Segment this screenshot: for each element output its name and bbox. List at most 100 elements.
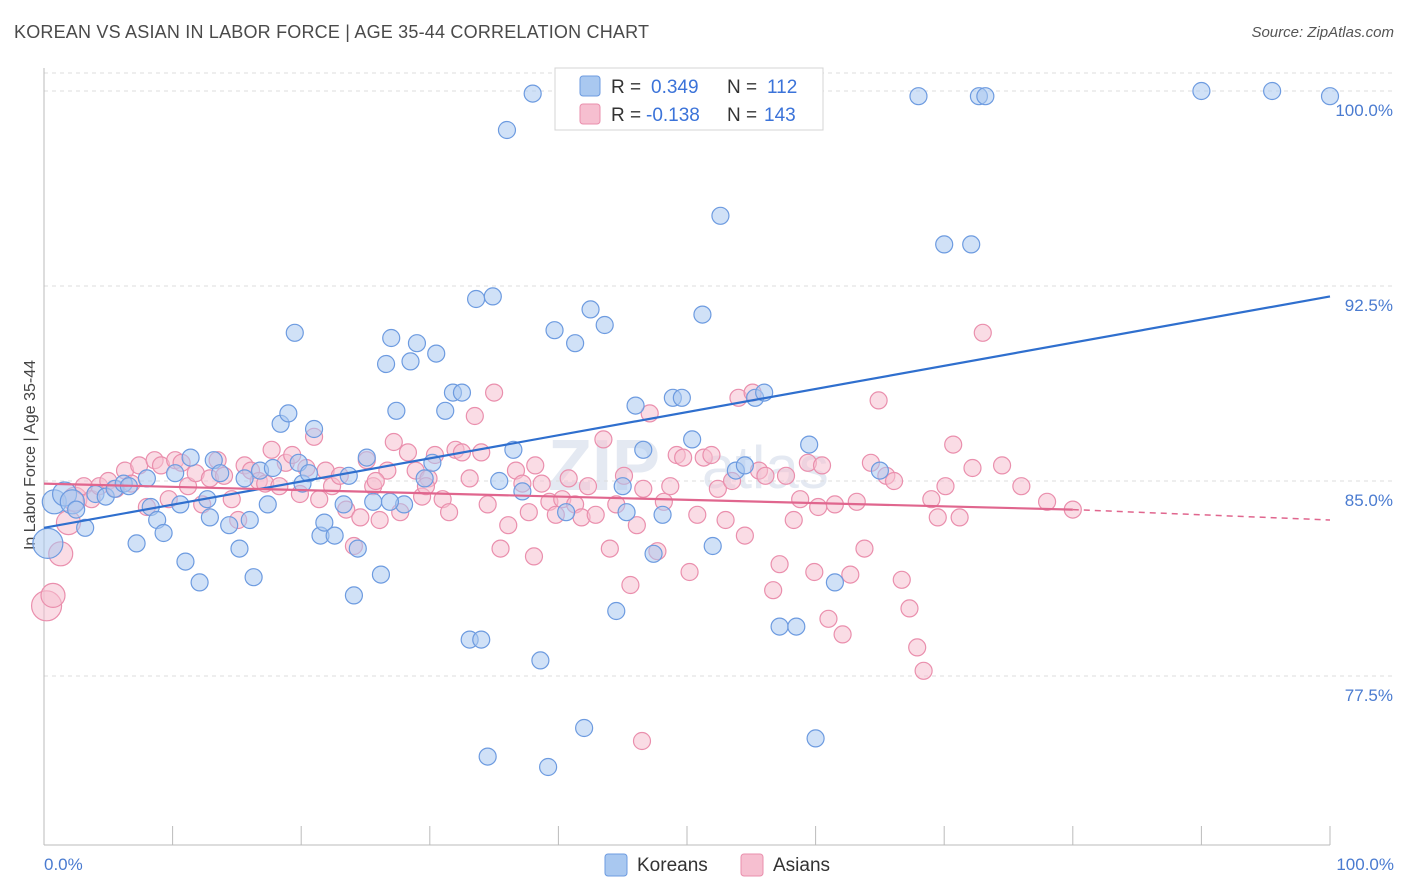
y-axis-label: In Labor Force | Age 35-44 [22, 360, 39, 550]
koreans-point [181, 448, 200, 467]
asians-point [632, 731, 652, 751]
koreans-point [452, 383, 472, 402]
asians-point [465, 406, 484, 426]
asians-point [460, 469, 479, 488]
koreans-point [376, 354, 396, 374]
koreans-point [770, 617, 789, 636]
koreans-point [976, 87, 995, 106]
asians-point [884, 471, 904, 491]
asians-point [812, 456, 832, 475]
asians-point [892, 570, 911, 589]
asians-point [702, 445, 721, 465]
asians-point [776, 466, 796, 485]
asians-point [40, 582, 66, 609]
koreans-point [909, 87, 928, 106]
asians-point [1012, 477, 1031, 496]
koreans-point [935, 235, 954, 254]
trend-lines [43, 295, 1331, 529]
koreans-point [304, 419, 324, 439]
koreans-trend-line [43, 295, 1331, 529]
koreans-point [806, 729, 825, 748]
legend-r-label-asians: R = [611, 105, 641, 126]
asians-point [366, 471, 385, 491]
asians-point [526, 456, 545, 475]
asians-point [491, 539, 510, 558]
koreans-point [626, 396, 645, 415]
koreans-point [380, 492, 400, 511]
gridlines [44, 72, 1394, 677]
legend-r-label-koreans: R = [611, 77, 641, 98]
asians-point [809, 497, 828, 517]
koreans-point [382, 328, 401, 348]
koreans-point [962, 235, 981, 254]
legend-r-value-koreans: 0.349 [651, 77, 699, 98]
koreans-point [371, 565, 391, 584]
koreans-point [693, 305, 712, 324]
asians-point [398, 443, 418, 462]
koreans-point [683, 430, 702, 449]
asians-point [914, 661, 933, 680]
koreans-point [364, 492, 383, 511]
asians-point [439, 503, 459, 522]
bottom-legend-swatch-koreans [604, 853, 628, 877]
legend-n-label-asians: N = [727, 105, 757, 126]
koreans-point [735, 456, 754, 475]
koreans-point [154, 523, 173, 543]
koreans-point [711, 206, 730, 225]
y-tick-label-2: 92.5% [1345, 296, 1393, 315]
legend: R = 0.349 N = 112 R = -0.138 N = 143 [554, 67, 824, 131]
asians-point [928, 508, 947, 527]
koreans-point [531, 651, 550, 670]
koreans-point [595, 315, 614, 335]
koreans-point [127, 534, 146, 553]
chart-source: Source: ZipAtlas.com [1251, 24, 1394, 41]
x-tick-label-min: 0.0% [44, 855, 83, 874]
asians-point [519, 503, 538, 522]
koreans-point [344, 586, 364, 605]
koreans-point [137, 469, 156, 488]
koreans-point [279, 404, 298, 423]
asians-point [532, 474, 551, 493]
bottom-legend: Koreans Asians [604, 853, 830, 877]
koreans-point [240, 510, 259, 530]
asians-point [708, 479, 727, 498]
koreans-point [200, 508, 219, 527]
axes [43, 68, 1331, 846]
asians-point [1037, 492, 1057, 511]
koreans-point [67, 500, 86, 519]
x-tick-labels: 0.0% 100.0% [44, 855, 1394, 874]
koreans-point [258, 495, 277, 514]
koreans-point [617, 503, 636, 522]
legend-n-value-asians: 143 [764, 105, 796, 126]
koreans-point [644, 544, 663, 563]
asians-point [674, 448, 693, 467]
koreans-point [325, 526, 344, 545]
koreans-point [497, 120, 517, 140]
koreans-point [825, 573, 844, 592]
koreans-point [285, 323, 304, 342]
legend-swatch-koreans [579, 75, 601, 97]
koreans-point [415, 469, 434, 488]
asians-point [594, 430, 613, 449]
asians-point [472, 443, 491, 462]
koreans-point [401, 352, 420, 371]
asians-point [992, 456, 1012, 475]
y-tick-labels: 77.5% 85.0% 92.5% 100.0% [1335, 101, 1393, 705]
koreans-point [230, 539, 249, 558]
koreans-point [472, 630, 491, 649]
koreans-point [211, 464, 230, 483]
koreans-point [800, 435, 819, 454]
koreans-point [263, 458, 283, 478]
asians-point [791, 490, 810, 509]
koreans-point [334, 495, 353, 514]
y-tick-label-3: 100.0% [1335, 101, 1393, 120]
asians-point [370, 510, 389, 530]
koreans-point [478, 747, 497, 766]
asians-point [847, 492, 866, 511]
chart-title: KOREAN VS ASIAN IN LABOR FORCE | AGE 35-… [14, 22, 650, 42]
asians-point [805, 562, 824, 582]
koreans-point [315, 513, 334, 532]
asians-point [680, 562, 699, 582]
koreans-point [613, 477, 632, 496]
